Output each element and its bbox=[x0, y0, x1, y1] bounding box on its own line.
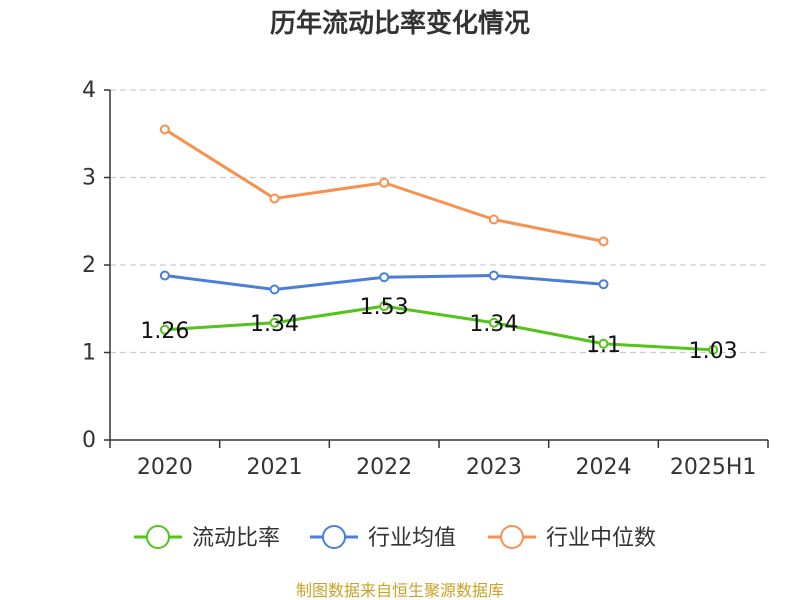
data-point bbox=[598, 279, 609, 290]
data-point bbox=[598, 236, 609, 247]
data-point bbox=[159, 124, 170, 135]
data-label: 1.26 bbox=[140, 319, 189, 344]
legend-circle-icon bbox=[500, 525, 524, 549]
legend: 流动比率 行业均值 行业中位数 bbox=[134, 525, 656, 551]
x-tick-label: 2022 bbox=[356, 455, 412, 480]
x-tick-label: 2023 bbox=[466, 455, 522, 480]
x-tick-label: 2024 bbox=[576, 455, 632, 480]
data-point bbox=[379, 177, 390, 188]
data-point bbox=[379, 272, 390, 283]
legend-label: 流动比率 bbox=[192, 526, 280, 551]
data-point bbox=[159, 270, 170, 281]
data-point bbox=[708, 344, 719, 355]
axes: 0 1 2 3 4 2020 2021 2022 2023 2024 2025H1 bbox=[82, 78, 769, 480]
legend-circle-icon bbox=[146, 525, 170, 549]
x-tick-label: 2021 bbox=[247, 455, 303, 480]
legend-label: 行业中位数 bbox=[546, 526, 656, 551]
data-point bbox=[269, 193, 280, 204]
data-label: 1.34 bbox=[469, 312, 518, 337]
x-tick-label: 2025H1 bbox=[670, 455, 757, 480]
data-point bbox=[269, 317, 280, 328]
legend-label: 行业均值 bbox=[368, 526, 456, 551]
series-layer: 1.26 1.34 1.53 1.34 1.1 1.03 bbox=[140, 124, 738, 364]
data-label: 1.53 bbox=[360, 295, 409, 320]
source-note: 制图数据来自恒生聚源数据库 bbox=[296, 581, 504, 600]
data-point bbox=[269, 284, 280, 295]
series-line bbox=[164, 304, 714, 352]
y-tick-label: 2 bbox=[82, 253, 96, 278]
data-point bbox=[488, 270, 499, 281]
data-label: 1.1 bbox=[586, 333, 621, 358]
data-point bbox=[488, 214, 499, 225]
data-point bbox=[159, 324, 170, 335]
data-point bbox=[488, 317, 499, 328]
legend-circle-icon bbox=[322, 525, 346, 549]
chart-title: 历年流动比率变化情况 bbox=[270, 8, 530, 39]
y-tick-label: 4 bbox=[82, 78, 96, 103]
x-tick-label: 2020 bbox=[137, 455, 193, 480]
y-tick-label: 1 bbox=[82, 341, 96, 366]
y-tick-label: 3 bbox=[82, 166, 96, 191]
data-point bbox=[379, 301, 390, 312]
data-label: 1.03 bbox=[689, 339, 738, 364]
data-label: 1.34 bbox=[250, 312, 299, 337]
data-point bbox=[598, 338, 609, 349]
y-tick-label: 0 bbox=[82, 428, 96, 453]
